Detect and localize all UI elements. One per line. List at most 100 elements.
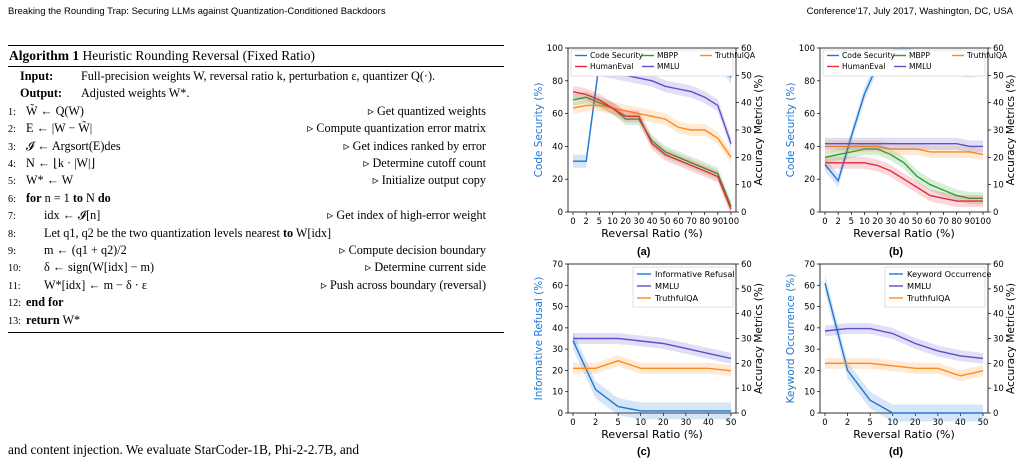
output-label: Output: — [20, 86, 62, 101]
x-tick-label: 10 — [887, 418, 898, 428]
x-tick-label: 2 — [583, 217, 588, 227]
y-right-tick-label: 20 — [993, 359, 1004, 369]
series-band — [573, 355, 731, 377]
series-band — [573, 333, 731, 364]
algorithm-box: Algorithm 1 Heuristic Rounding Reversal … — [8, 45, 504, 333]
series-line — [572, 91, 732, 210]
y-right-tick-label: 10 — [741, 384, 752, 394]
y-right-tick-label: 50 — [993, 285, 1004, 295]
algorithm-title: Algorithm 1 Heuristic Rounding Reversal … — [8, 46, 504, 67]
y-right-tick-label: 0 — [741, 409, 746, 419]
x-tick-label: 30 — [633, 217, 644, 227]
y-right-tick-label: 60 — [993, 260, 1004, 270]
line-number: 9: — [8, 245, 16, 257]
legend-label: HumanEval — [590, 62, 633, 71]
y-tick-label: 0 — [558, 208, 563, 218]
legend-label: MMLU — [909, 62, 932, 71]
line-number: 12: — [8, 298, 22, 310]
legend-box — [822, 49, 986, 77]
line-number: 3: — [8, 141, 16, 153]
line-comment: ▹ Push across boundary (reversal) — [320, 277, 486, 292]
algorithm-line: 4: N ← ⌊k · |W|⌋ ▹ Determine cutoff count — [8, 155, 504, 172]
y-tick-label: 20 — [552, 366, 563, 376]
line-number: 8: — [8, 228, 16, 240]
x-axis-label: Reversal Ratio (%) — [601, 428, 703, 441]
chart-c: 0 10 20 30 40 50 60 70 0 10 20 30 40 50 60 0 2 5 10 20 30 40 5… — [520, 252, 770, 447]
line-code: idx ← 𝓘[n] — [44, 208, 101, 223]
line-code: Let q1, q2 be the two quantization level… — [44, 225, 332, 240]
y-right-tick-label: 40 — [993, 99, 1004, 109]
legend: Informative Refusal MMLU TruthfulQA — [632, 266, 735, 308]
x-tick-label: 70 — [938, 217, 949, 227]
y-tick-label: 0 — [810, 208, 815, 218]
algorithm-line: 5: W* ← W ▹ Initialize output copy — [8, 172, 504, 189]
series-line — [825, 143, 983, 148]
x-tick-label: 40 — [899, 217, 910, 227]
y-tick-label: 40 — [552, 142, 563, 152]
y-tick-label: 50 — [804, 303, 815, 313]
x-tick-label: 80 — [951, 217, 962, 227]
x-tick-label: 100 — [975, 217, 991, 227]
x-tick-label: 40 — [647, 217, 658, 227]
y-axis-label: Keyword Occurrence (%) — [785, 274, 797, 404]
series-line — [572, 96, 732, 207]
y-right-tick-label: 20 — [993, 153, 1004, 163]
line-code: return W* — [26, 312, 81, 327]
y-tick-label: 30 — [804, 345, 815, 355]
y-tick-label: 80 — [552, 77, 563, 87]
x-tick-label: 50 — [660, 217, 671, 227]
x-tick-label: 30 — [885, 217, 896, 227]
line-comment: ▹ Initialize output copy — [372, 173, 486, 188]
algorithm-top-rule — [8, 45, 504, 46]
y-tick-label: 20 — [552, 175, 563, 185]
x-tick-label: 2 — [835, 217, 840, 227]
x-tick-label: 40 — [703, 418, 714, 428]
x-tick-label: 70 — [686, 217, 697, 227]
y-right-tick-label: 60 — [741, 260, 752, 270]
caption-c: (c) — [637, 446, 651, 458]
line-comment — [266, 294, 504, 311]
y-right-tick-label: 50 — [741, 71, 752, 81]
algorithm-line: 6: for n = 1 to N do — [8, 190, 504, 207]
x-tick-label: 80 — [699, 217, 710, 227]
series-line — [824, 283, 983, 414]
algorithm-line: 2: E ← |W − W̃| ▹ Compute quantization err… — [8, 120, 504, 137]
x-tick-label: 2 — [593, 418, 598, 428]
y-tick-label: 20 — [804, 366, 815, 376]
algorithm-line: 12: end for — [8, 294, 504, 311]
line-code: W̃ ← Q(W) — [26, 103, 84, 118]
x-tick-label: 10 — [635, 418, 646, 428]
legend-label: TruthfulQA — [714, 51, 756, 60]
x-tick-label: 40 — [955, 418, 966, 428]
y-right-tick-label: 40 — [741, 310, 752, 320]
series-line — [825, 362, 984, 377]
line-number: 2: — [8, 124, 16, 136]
series-line — [573, 337, 732, 360]
line-code: 𝓘 ← Argsort(E)des — [26, 138, 121, 153]
series-line — [572, 104, 732, 158]
input-label: Input: — [20, 69, 54, 83]
output-text: Adjusted weights W*. — [81, 86, 190, 101]
line-comment: ▹ Get quantized weights — [367, 103, 486, 118]
y-tick-label: 60 — [804, 110, 815, 120]
x-axis-label: Reversal Ratio (%) — [601, 227, 703, 240]
y-right-tick-label: 10 — [993, 384, 1004, 394]
line-number: 5: — [8, 176, 16, 188]
legend-label: Code Security — [590, 51, 644, 60]
legend-label: MMLU — [657, 62, 680, 71]
y-tick-label: 60 — [552, 110, 563, 120]
y-axis-label: Code Security (%) — [785, 83, 797, 178]
algorithm-output: Output: Adjusted weights W*. — [8, 85, 504, 102]
y-tick-label: 40 — [552, 324, 563, 334]
series-line — [572, 340, 731, 412]
line-comment — [266, 312, 504, 329]
y-right-tick-label: 30 — [993, 126, 1004, 136]
chart-b: 0 20 40 60 80 100 0 10 20 30 40 50 60 0 2 5 10 20 30 40 50 60… — [772, 36, 1022, 246]
series-line — [573, 360, 732, 372]
y-tick-label: 80 — [804, 77, 815, 87]
y-tick-label: 40 — [804, 324, 815, 334]
y-right-tick-label: 30 — [741, 126, 752, 136]
x-tick-label: 5 — [597, 217, 602, 227]
running-header-right: Conference'17, July 2017, Washington, DC… — [806, 6, 1013, 17]
y-right-tick-label: 10 — [741, 181, 752, 191]
